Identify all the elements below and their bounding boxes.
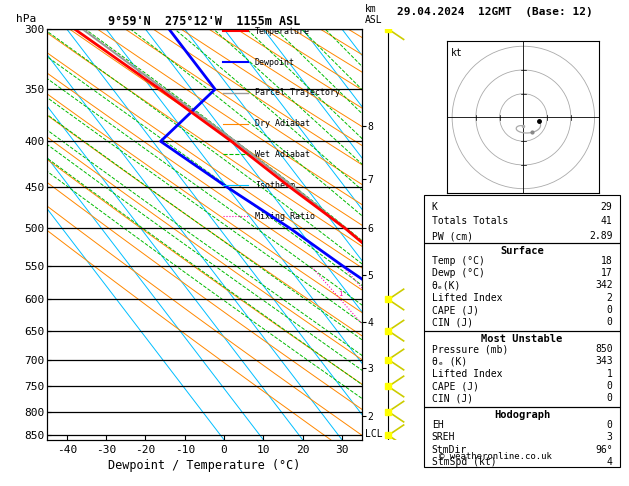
Text: 850: 850	[595, 344, 613, 354]
Text: 4: 4	[606, 457, 613, 467]
X-axis label: Dewpoint / Temperature (°C): Dewpoint / Temperature (°C)	[108, 459, 301, 472]
Text: Surface: Surface	[500, 246, 544, 256]
Text: Temperature: Temperature	[255, 27, 309, 35]
Title: 9°59'N  275°12'W  1155m ASL: 9°59'N 275°12'W 1155m ASL	[108, 15, 301, 28]
Text: kt: kt	[450, 48, 462, 57]
Text: Dry Adiabat: Dry Adiabat	[255, 119, 309, 128]
Text: Most Unstable: Most Unstable	[481, 334, 563, 344]
Text: SREH: SREH	[431, 433, 455, 442]
Bar	[424, 243, 620, 331]
Text: CAPE (J): CAPE (J)	[431, 381, 479, 391]
Text: LCL: LCL	[365, 429, 382, 439]
Text: km
ASL: km ASL	[365, 4, 382, 25]
Text: StmSpd (kt): StmSpd (kt)	[431, 457, 496, 467]
Text: Wet Adiabat: Wet Adiabat	[255, 150, 309, 159]
Text: 2: 2	[606, 293, 613, 303]
Text: © weatheronline.co.uk: © weatheronline.co.uk	[439, 452, 552, 461]
Text: 342: 342	[595, 280, 613, 291]
Text: CIN (J): CIN (J)	[431, 317, 473, 328]
Text: CAPE (J): CAPE (J)	[431, 305, 479, 315]
Text: Isotherm: Isotherm	[255, 181, 295, 190]
Text: Dewp (°C): Dewp (°C)	[431, 268, 484, 278]
Text: 17: 17	[601, 268, 613, 278]
Bar	[424, 195, 620, 243]
Text: 0: 0	[606, 394, 613, 403]
Text: 343: 343	[595, 356, 613, 366]
Text: Totals Totals: Totals Totals	[431, 216, 508, 226]
Text: 41: 41	[601, 216, 613, 226]
Text: 29: 29	[601, 202, 613, 211]
Text: 1: 1	[338, 292, 343, 297]
Text: Lifted Index: Lifted Index	[431, 293, 502, 303]
Text: CIN (J): CIN (J)	[431, 394, 473, 403]
Text: 3: 3	[606, 433, 613, 442]
Text: θₑ(K): θₑ(K)	[431, 280, 461, 291]
Text: StmDir: StmDir	[431, 445, 467, 455]
Text: Mixing Ratio: Mixing Ratio	[255, 211, 314, 221]
Text: Pressure (mb): Pressure (mb)	[431, 344, 508, 354]
Text: 0: 0	[606, 305, 613, 315]
Text: Hodograph: Hodograph	[494, 410, 550, 420]
Text: hPa: hPa	[16, 14, 36, 24]
Text: Parcel Trajectory: Parcel Trajectory	[255, 88, 340, 97]
Text: 18: 18	[601, 256, 613, 266]
Text: 2.89: 2.89	[589, 231, 613, 241]
Bar	[424, 331, 620, 407]
Text: K: K	[431, 202, 438, 211]
Text: 96°: 96°	[595, 445, 613, 455]
Text: Dewpoint: Dewpoint	[255, 57, 295, 67]
Text: PW (cm): PW (cm)	[431, 231, 473, 241]
Text: EH: EH	[431, 420, 443, 430]
Bar	[424, 407, 620, 467]
Text: 0: 0	[606, 381, 613, 391]
Text: Temp (°C): Temp (°C)	[431, 256, 484, 266]
Text: 0: 0	[606, 317, 613, 328]
Text: 0: 0	[606, 420, 613, 430]
Text: 29.04.2024  12GMT  (Base: 12): 29.04.2024 12GMT (Base: 12)	[398, 7, 593, 17]
Text: θₑ (K): θₑ (K)	[431, 356, 467, 366]
Text: 1: 1	[606, 369, 613, 379]
Text: Lifted Index: Lifted Index	[431, 369, 502, 379]
